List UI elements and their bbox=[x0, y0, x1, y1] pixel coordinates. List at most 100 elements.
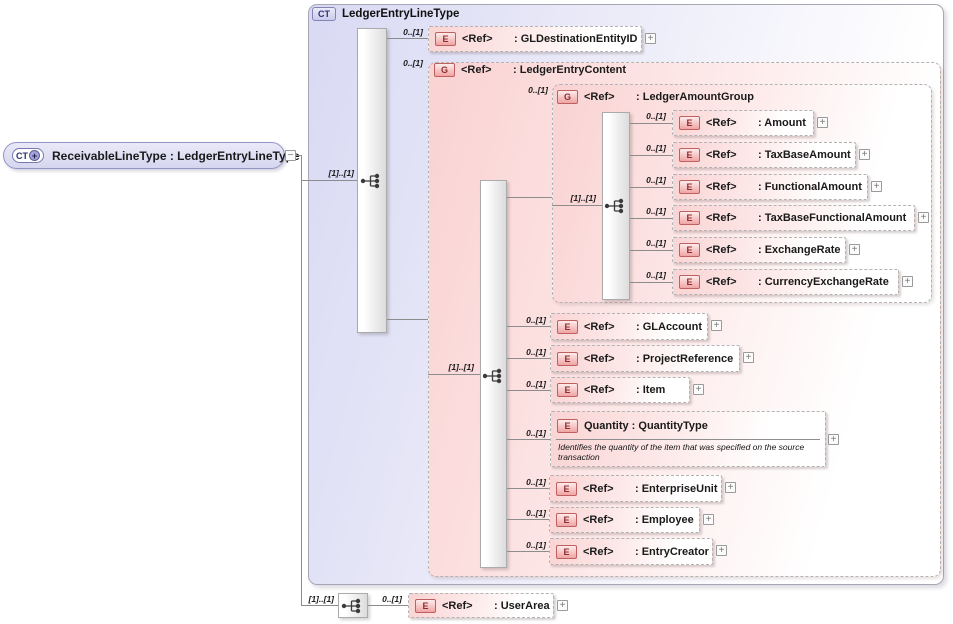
expand-toggle[interactable]: + bbox=[871, 181, 882, 192]
element-badge: E bbox=[557, 319, 578, 334]
element-badge: E bbox=[557, 383, 578, 397]
element-currencyexchangerate[interactable]: E <Ref> : CurrencyExchangeRate bbox=[672, 269, 899, 295]
element-badge: E bbox=[556, 513, 577, 527]
expand-toggle[interactable]: + bbox=[645, 33, 656, 44]
element-badge: E bbox=[679, 243, 700, 257]
element-ref: <Ref> bbox=[584, 384, 615, 396]
sequence-icon bbox=[604, 198, 624, 214]
expand-toggle[interactable]: + bbox=[711, 320, 722, 331]
element-name: Quantity : QuantityType bbox=[584, 419, 708, 432]
element-name: : Employee bbox=[635, 514, 694, 526]
element-name: : Amount bbox=[758, 117, 806, 129]
element-name: : ExchangeRate bbox=[758, 244, 841, 256]
element-enterpriseunit[interactable]: E <Ref> : EnterpriseUnit bbox=[549, 475, 722, 502]
occurrence-label: 0..[1] bbox=[646, 206, 666, 216]
element-gldestinationentityid[interactable]: E <Ref> : GLDestinationEntityID bbox=[428, 26, 642, 52]
element-badge: E bbox=[679, 275, 700, 289]
sequence-indicator[interactable] bbox=[480, 180, 507, 568]
element-ref: <Ref> bbox=[583, 545, 614, 558]
expand-toggle[interactable]: + bbox=[902, 276, 913, 287]
group-name: : LedgerEntryContent bbox=[513, 64, 627, 76]
element-functionalamount[interactable]: E <Ref> : FunctionalAmount bbox=[672, 174, 868, 200]
element-badge: E bbox=[679, 116, 700, 130]
element-name: : ProjectReference bbox=[636, 352, 734, 365]
sequence-indicator[interactable] bbox=[602, 112, 630, 300]
collapse-toggle[interactable]: − bbox=[285, 150, 296, 161]
element-ref: <Ref> bbox=[584, 320, 615, 333]
expand-toggle[interactable]: + bbox=[817, 117, 828, 128]
element-item[interactable]: E <Ref> : Item bbox=[550, 377, 690, 403]
occurrence-label: 0..[1] bbox=[382, 594, 402, 604]
element-badge: E bbox=[556, 544, 577, 559]
element-employee[interactable]: E <Ref> : Employee bbox=[549, 507, 700, 533]
element-badge: E bbox=[679, 148, 700, 162]
element-name: : CurrencyExchangeRate bbox=[758, 276, 889, 288]
element-glaccount[interactable]: E <Ref> : GLAccount bbox=[550, 313, 708, 340]
occurrence-label: 0..[1] bbox=[526, 540, 546, 550]
complex-type-plus-badge: CT + bbox=[12, 148, 44, 163]
element-ref: <Ref> bbox=[706, 244, 737, 256]
expand-toggle[interactable]: + bbox=[716, 545, 727, 556]
element-name: : Item bbox=[636, 384, 666, 396]
element-ref: <Ref> bbox=[583, 514, 614, 526]
expand-toggle[interactable]: + bbox=[703, 514, 714, 525]
group-name: : LedgerAmountGroup bbox=[636, 91, 754, 103]
occurrence-label: 0..[1] bbox=[646, 270, 666, 280]
element-name: : TaxBaseFunctionalAmount bbox=[758, 212, 907, 224]
element-quantity[interactable]: E Quantity : QuantityType Identifies the… bbox=[550, 411, 826, 467]
expand-toggle[interactable]: + bbox=[849, 244, 860, 255]
element-userarea[interactable]: E <Ref> : UserArea bbox=[408, 593, 554, 618]
element-badge: E bbox=[557, 418, 578, 433]
element-ref: <Ref> bbox=[584, 352, 615, 365]
element-badge: E bbox=[415, 598, 436, 613]
element-entrycreator[interactable]: E <Ref> : EntryCreator bbox=[549, 538, 713, 565]
expand-toggle[interactable]: + bbox=[859, 149, 870, 160]
expand-toggle[interactable]: + bbox=[828, 434, 839, 445]
expand-toggle[interactable]: + bbox=[743, 352, 754, 363]
sequence-icon bbox=[360, 173, 380, 189]
expand-toggle[interactable]: + bbox=[693, 384, 704, 395]
element-ref: <Ref> bbox=[706, 181, 737, 193]
occurrence-label: 0..[1] bbox=[646, 175, 666, 185]
element-name: : TaxBaseAmount bbox=[758, 149, 851, 161]
occurrence-label: 0..[1] bbox=[646, 238, 666, 248]
expand-toggle[interactable]: + bbox=[918, 212, 929, 223]
complex-type-title: LedgerEntryLineType bbox=[342, 8, 460, 20]
element-badge: E bbox=[556, 481, 577, 496]
annotation-divider bbox=[556, 439, 820, 440]
element-badge: E bbox=[435, 32, 456, 46]
complex-type-badge: CT bbox=[312, 7, 336, 21]
occurrence-label: 0..[1] bbox=[646, 111, 666, 121]
group-badge: G bbox=[557, 90, 578, 104]
sequence-indicator[interactable] bbox=[357, 28, 387, 333]
expand-toggle[interactable]: + bbox=[557, 600, 568, 611]
occurrence-label: 0..[1] bbox=[646, 143, 666, 153]
element-ref: <Ref> bbox=[706, 276, 737, 288]
element-taxbaseamount[interactable]: E <Ref> : TaxBaseAmount bbox=[672, 142, 856, 168]
expand-toggle[interactable]: + bbox=[725, 482, 736, 493]
element-amount[interactable]: E <Ref> : Amount bbox=[672, 110, 814, 136]
occurrence-label: [1]..[1] bbox=[570, 193, 597, 203]
element-projectreference[interactable]: E <Ref> : ProjectReference bbox=[550, 345, 740, 372]
element-badge: E bbox=[679, 180, 700, 194]
group-badge: G bbox=[434, 63, 455, 77]
element-ref: <Ref> bbox=[706, 117, 737, 129]
element-badge: E bbox=[679, 211, 700, 225]
sequence-indicator[interactable] bbox=[338, 593, 368, 618]
root-type-label: ReceivableLineType : LedgerEntryLineType bbox=[52, 148, 300, 163]
element-name: : FunctionalAmount bbox=[758, 181, 862, 193]
root-type-receivablelinetype[interactable]: CT + ReceivableLineType : LedgerEntryLin… bbox=[3, 142, 300, 169]
element-taxbasefunctionalamount[interactable]: E <Ref> : TaxBaseFunctionalAmount bbox=[672, 205, 915, 231]
occurrence-label: 0..[1] bbox=[526, 508, 546, 518]
element-name: : EntryCreator bbox=[635, 545, 709, 558]
occurrence-label: [1]..[1] bbox=[448, 362, 475, 372]
element-ref: <Ref> bbox=[706, 212, 737, 224]
element-name: : GLDestinationEntityID bbox=[514, 33, 638, 45]
element-exchangerate[interactable]: E <Ref> : ExchangeRate bbox=[672, 237, 846, 263]
plus-circle-icon: + bbox=[29, 150, 40, 161]
element-name: : EnterpriseUnit bbox=[635, 482, 718, 495]
element-badge: E bbox=[557, 351, 578, 366]
occurrence-label: 0..[1] bbox=[403, 27, 423, 37]
occurrence-label: [1]..[1] bbox=[308, 594, 335, 604]
